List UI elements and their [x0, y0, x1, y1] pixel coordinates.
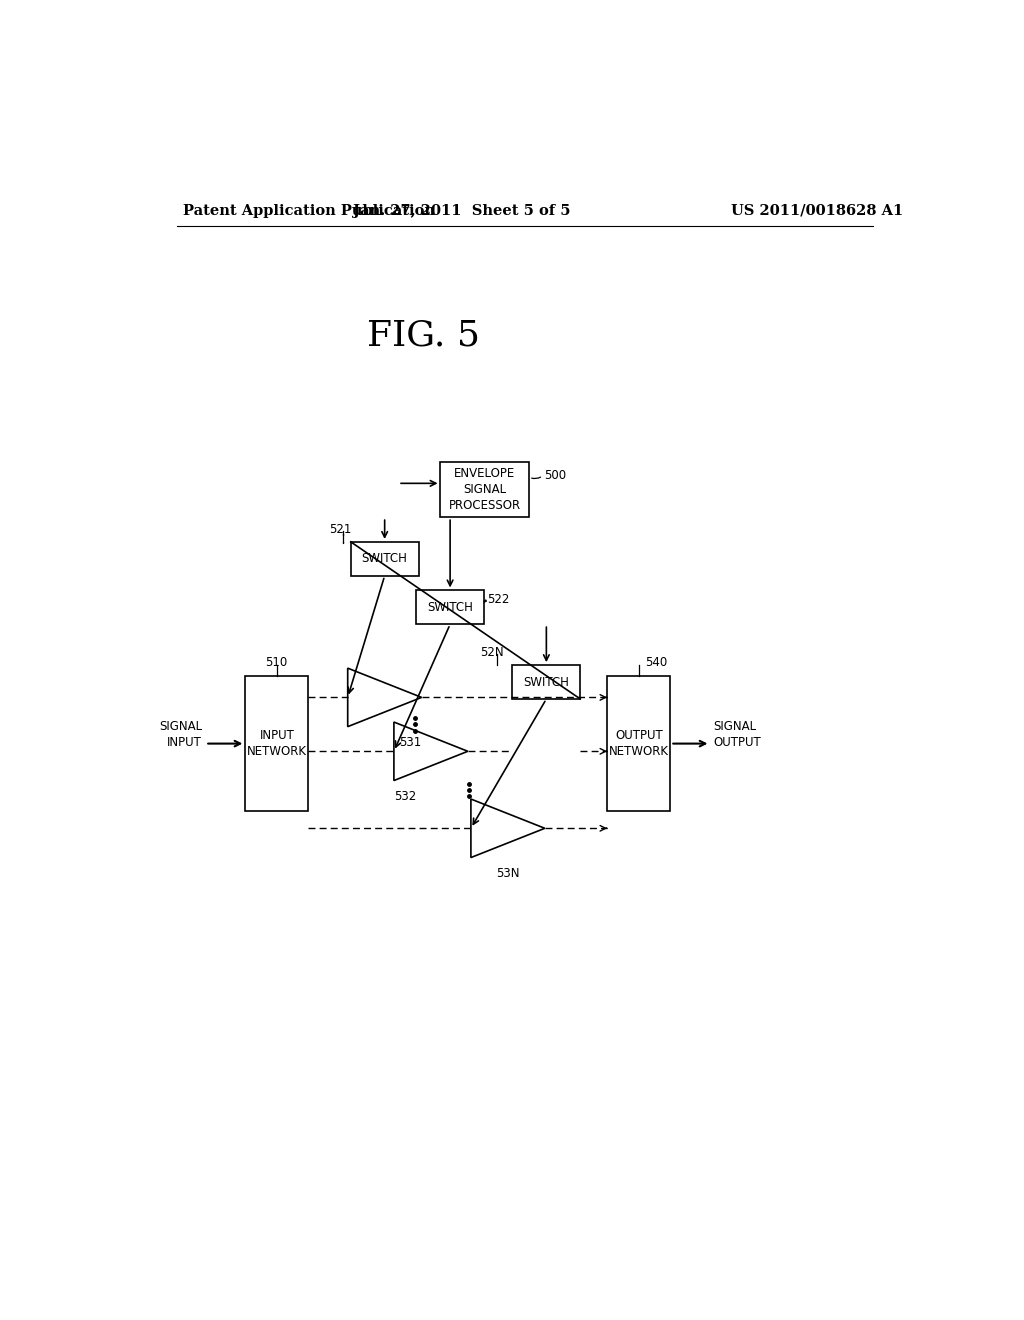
Text: 53N: 53N — [496, 867, 519, 880]
Bar — [246, 676, 308, 810]
Text: 521: 521 — [330, 523, 351, 536]
Text: Patent Application Publication: Patent Application Publication — [183, 203, 435, 218]
Text: FIG. 5: FIG. 5 — [367, 318, 479, 352]
Text: 52N: 52N — [480, 647, 504, 659]
Text: SWITCH: SWITCH — [523, 676, 569, 689]
Text: SWITCH: SWITCH — [361, 552, 408, 565]
Text: 510: 510 — [265, 656, 288, 669]
Text: US 2011/0018628 A1: US 2011/0018628 A1 — [731, 203, 903, 218]
Bar — [351, 543, 419, 576]
Text: 540: 540 — [645, 656, 668, 669]
Text: OUTPUT
NETWORK: OUTPUT NETWORK — [608, 729, 669, 758]
Text: Jan. 27, 2011  Sheet 5 of 5: Jan. 27, 2011 Sheet 5 of 5 — [353, 203, 570, 218]
Bar — [607, 676, 671, 810]
Bar — [440, 462, 529, 517]
Text: 522: 522 — [487, 593, 510, 606]
Text: 532: 532 — [394, 789, 417, 803]
Text: SWITCH: SWITCH — [427, 601, 473, 614]
Bar — [512, 665, 581, 700]
Text: SIGNAL
OUTPUT: SIGNAL OUTPUT — [714, 719, 761, 748]
Text: SIGNAL
INPUT: SIGNAL INPUT — [159, 719, 202, 748]
Text: INPUT
NETWORK: INPUT NETWORK — [247, 729, 307, 758]
Bar — [416, 590, 484, 624]
Text: 531: 531 — [399, 737, 421, 748]
Text: 500: 500 — [545, 469, 566, 482]
Text: ENVELOPE
SIGNAL
PROCESSOR: ENVELOPE SIGNAL PROCESSOR — [449, 467, 521, 512]
